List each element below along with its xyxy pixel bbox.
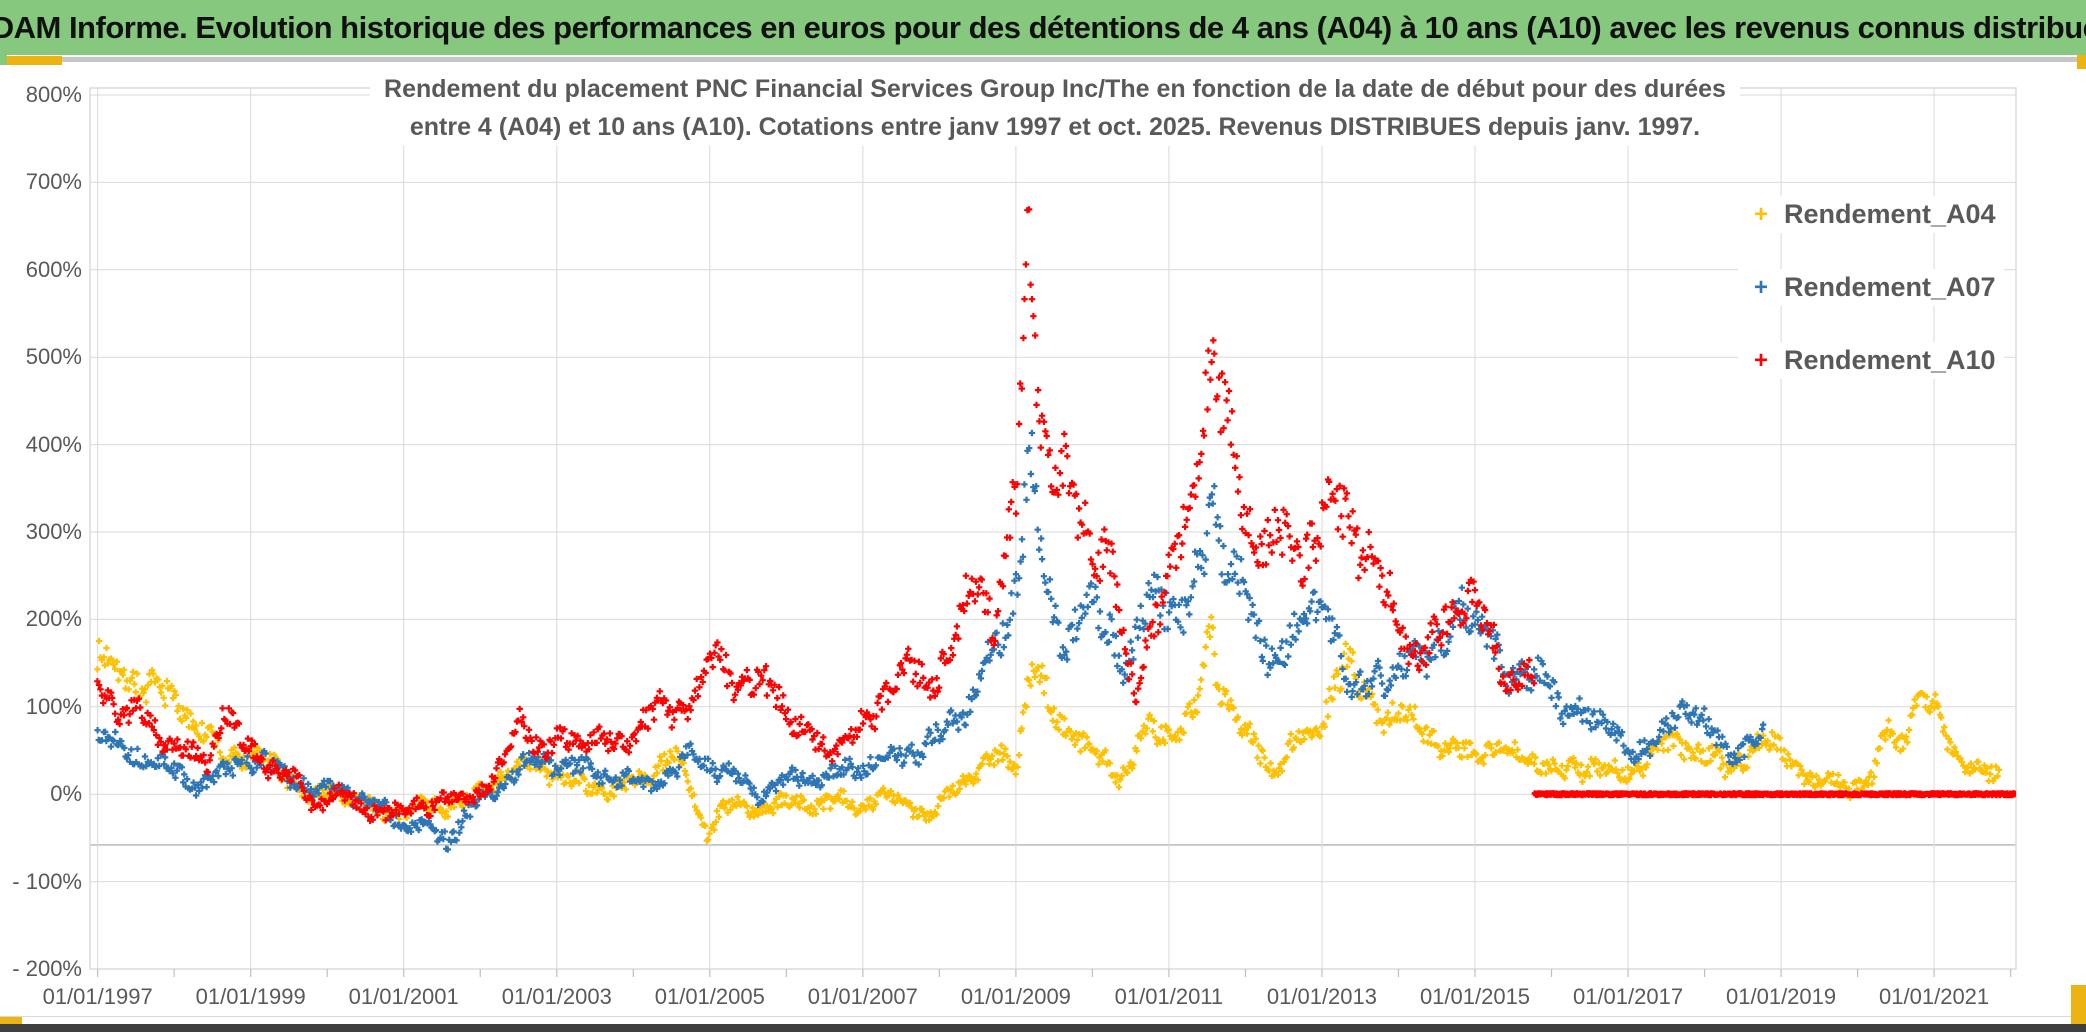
- plot-border: [89, 87, 2017, 970]
- y-axis-label: 700%: [25, 169, 82, 195]
- series-Rendement_A10: [94, 206, 1538, 824]
- series-Rendement_A10-flat: [1531, 790, 2016, 799]
- y-axis-label: 800%: [25, 81, 82, 107]
- header-title: ADAM Informe. Evolution historique des p…: [0, 9, 2086, 45]
- series-a10-marker-icon: +: [1753, 346, 1768, 374]
- chart-title-line1: Rendement du placement PNC Financial Ser…: [384, 75, 1726, 103]
- bottom-accent-left: [0, 1017, 22, 1025]
- bottom-edge-bar: [0, 1024, 2086, 1032]
- chart-legend: + Rendement_A04 + Rendement_A07 + Rendem…: [1738, 196, 2068, 415]
- x-axis-label: 01/01/2005: [654, 984, 765, 1009]
- right-accent-bottom: [2071, 985, 2086, 1024]
- y-axis-label: 500%: [25, 344, 82, 370]
- chart-title-line2: entre 4 (A04) et 10 ans (A10). Cotations…: [409, 113, 1701, 141]
- series-Rendement_A07: [94, 429, 1767, 853]
- banner-accent-left: [7, 56, 62, 65]
- legend-label-a07: Rendement_A07: [1784, 272, 1996, 302]
- legend-label-a10: Rendement_A10: [1784, 345, 1996, 375]
- bottom-divider: [0, 1016, 2086, 1017]
- x-axis-label: 01/01/2007: [807, 984, 918, 1009]
- y-axis-label: 400%: [25, 431, 82, 457]
- x-axis-label: 01/01/1997: [42, 984, 153, 1009]
- y-axis-label: 0%: [50, 781, 82, 807]
- x-axis-label: 01/01/2011: [1114, 984, 1224, 1009]
- y-axis-label: - 200%: [12, 956, 82, 981]
- y-axis-label: 600%: [25, 256, 82, 282]
- banner-underline-strip: [62, 57, 2077, 62]
- banner-left-nub: [0, 55, 7, 65]
- banner-accent-right: [2077, 55, 2086, 69]
- x-axis-label: 01/01/2019: [1726, 984, 1837, 1009]
- x-axis-label: 01/01/2009: [960, 984, 1071, 1009]
- x-axis-label: 01/01/2003: [501, 984, 612, 1009]
- y-axis-label: 200%: [25, 606, 82, 632]
- legend-item-rendement-a04[interactable]: + Rendement_A04: [1738, 196, 2004, 233]
- x-axis-label: 01/01/2001: [348, 984, 459, 1009]
- x-axis-label: 01/01/2015: [1419, 984, 1531, 1009]
- x-axis-label: 01/01/2013: [1266, 984, 1377, 1009]
- legend-item-rendement-a07[interactable]: + Rendement_A07: [1738, 269, 2004, 306]
- chart-title: Rendement du placement PNC Financial Ser…: [370, 70, 1740, 146]
- y-axis-label: 300%: [25, 518, 82, 544]
- series-a07-marker-icon: +: [1753, 273, 1768, 301]
- x-axis-label: 01/01/2017: [1572, 984, 1684, 1009]
- x-axis-label: 01/01/2021: [1879, 984, 1990, 1009]
- legend-item-rendement-a10[interactable]: + Rendement_A10: [1738, 342, 2004, 379]
- header-banner: ADAM Informe. Evolution historique des p…: [0, 0, 2086, 55]
- y-axis-label: - 100%: [12, 868, 82, 894]
- series-a04-marker-icon: +: [1753, 200, 1768, 228]
- x-axis-label: 01/01/1999: [195, 984, 306, 1009]
- y-axis-label: 100%: [25, 693, 82, 719]
- legend-label-a04: Rendement_A04: [1784, 199, 1996, 229]
